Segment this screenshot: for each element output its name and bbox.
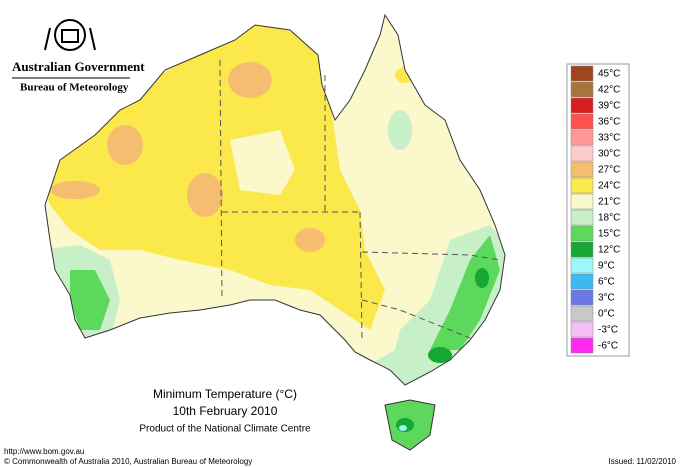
legend-label: 45°C bbox=[598, 69, 620, 80]
legend-label: -3°C bbox=[598, 325, 618, 336]
coastline bbox=[44, 13, 506, 386]
legend-swatch bbox=[570, 81, 594, 98]
footer-issued: Issued: 11/02/2010 bbox=[609, 457, 677, 466]
legend-swatch bbox=[570, 273, 594, 290]
government-name: Australian Government bbox=[12, 59, 145, 74]
legend-swatch bbox=[570, 257, 594, 274]
legend-swatch bbox=[570, 145, 594, 162]
legend-swatch bbox=[570, 97, 594, 114]
legend-label: 36°C bbox=[598, 117, 620, 128]
legend-label: 0°C bbox=[598, 309, 615, 320]
legend-swatch bbox=[570, 225, 594, 242]
legend-swatch bbox=[570, 177, 594, 194]
legend-label: 3°C bbox=[598, 293, 615, 304]
legend-label: 27°C bbox=[598, 165, 620, 176]
legend-label: 33°C bbox=[598, 133, 620, 144]
legend-swatch bbox=[570, 113, 594, 130]
legend-label: 12°C bbox=[598, 245, 620, 256]
legend: 45°C 42°C 39°C 36°C 33°C 30°C 27°C 24°C 21°C 18°C… bbox=[566, 63, 630, 357]
map-product: Product of the National Climate Centre bbox=[139, 424, 311, 435]
legend-label: 24°C bbox=[598, 181, 620, 192]
legend-swatch bbox=[570, 209, 594, 226]
legend-label: 6°C bbox=[598, 277, 615, 288]
legend-swatch bbox=[570, 241, 594, 258]
legend-swatch bbox=[570, 337, 594, 354]
legend-swatch bbox=[570, 289, 594, 306]
legend-label: 42°C bbox=[598, 85, 620, 96]
legend-label: 15°C bbox=[598, 229, 620, 240]
legend-swatch bbox=[570, 129, 594, 146]
legend-swatch bbox=[570, 305, 594, 322]
logo bbox=[44, 19, 96, 51]
legend-swatch bbox=[570, 193, 594, 210]
bureau-name: Bureau of Meteorology bbox=[20, 82, 129, 94]
state-borders bbox=[219, 59, 501, 341]
legend-label: -6°C bbox=[598, 341, 618, 352]
legend-label: 9°C bbox=[598, 261, 615, 272]
footer-url: http://www.bom.gov.au bbox=[4, 447, 84, 456]
map-title: Minimum Temperature (°C) bbox=[153, 387, 297, 401]
legend-label: 21°C bbox=[598, 197, 620, 208]
legend-swatch bbox=[570, 321, 594, 338]
legend-swatch bbox=[570, 65, 594, 82]
legend-swatch bbox=[570, 161, 594, 178]
footer-copyright: © Commonwealth of Australia 2010, Austra… bbox=[4, 457, 252, 466]
legend-label: 18°C bbox=[598, 213, 620, 224]
legend-label: 39°C bbox=[598, 101, 620, 112]
map-date: 10th February 2010 bbox=[173, 404, 278, 418]
legend-label: 30°C bbox=[598, 149, 620, 160]
